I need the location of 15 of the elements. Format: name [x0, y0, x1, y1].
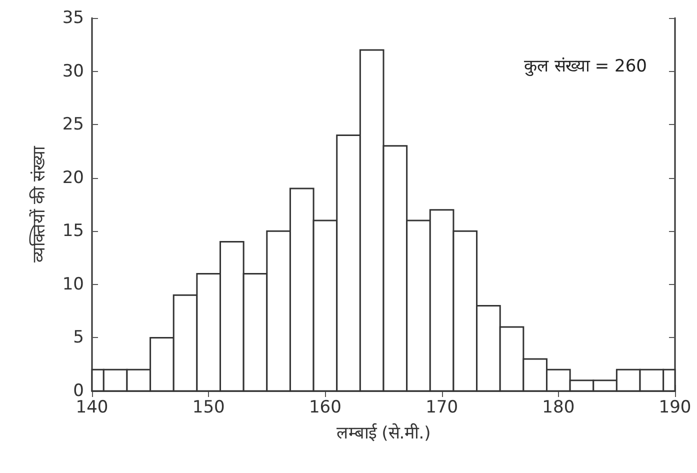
y-tick-label: 35 — [62, 8, 84, 28]
x-tick-label: 180 — [542, 398, 575, 418]
y-tick-label: 25 — [62, 114, 84, 135]
y-axis-title: व्यक्तियों की संख्या — [28, 146, 50, 262]
annotation: कुल संख्या = 260 — [524, 56, 648, 76]
x-tick-label: 170 — [426, 398, 458, 418]
y-tick-label: 10 — [62, 274, 84, 294]
x-tick-label: 190 — [658, 398, 692, 418]
y-tick-label: 5 — [73, 328, 84, 348]
y-tick-label: 30 — [62, 61, 84, 82]
x-axis-title: लम्बाई (से.मी.) — [336, 422, 431, 444]
y-tick-label: 20 — [62, 168, 84, 188]
x-tick-label: 150 — [192, 398, 225, 418]
y-tick-label: 15 — [62, 221, 84, 242]
x-tick-label: 160 — [308, 398, 342, 418]
